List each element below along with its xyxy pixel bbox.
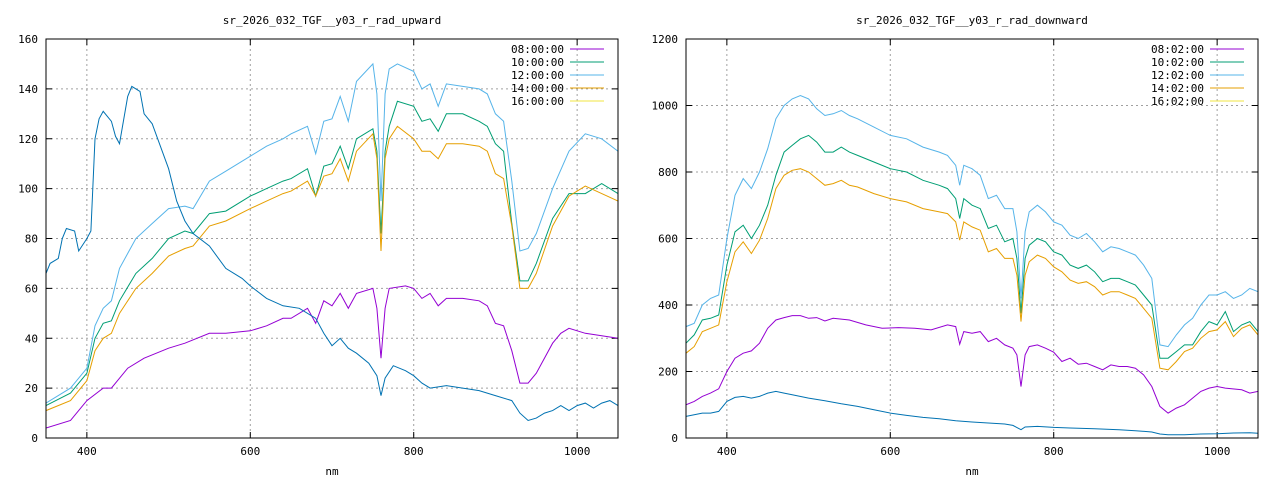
chart-svg-upward: sr_2026_032_TGF__y03_r_rad_upward 0 20 40 60… <box>18 14 619 478</box>
y-tick-label: 1000 <box>652 100 679 113</box>
legend-label: 16:02:00 <box>1151 95 1204 108</box>
x-tick-label: 800 <box>1044 445 1064 458</box>
legend-label: 08:02:00 <box>1151 43 1204 56</box>
legend-label: 10:02:00 <box>1151 56 1204 69</box>
legend-label: 14:00:00 <box>511 82 564 95</box>
plot-frame <box>685 38 1259 439</box>
chart-panel-upward: sr_2026_032_TGF__y03_r_rad_upward 0 20 40 60… <box>18 14 619 478</box>
x-axis-label: nm <box>325 465 339 478</box>
x-tick-label: 1000 <box>1204 445 1231 458</box>
legend-label: 16:00:00 <box>511 95 564 108</box>
series-group <box>46 62 618 429</box>
series-group <box>686 94 1258 436</box>
series-line-2 <box>46 62 618 404</box>
series-line-2 <box>686 94 1258 348</box>
y-tick-label: 140 <box>18 83 38 96</box>
legend-label: 10:00:00 <box>511 56 564 69</box>
x-tick-label: 600 <box>240 445 260 458</box>
y-tick-label: 60 <box>25 282 38 295</box>
y-tick-label: 20 <box>25 382 38 395</box>
y-tick-label: 0 <box>671 432 678 445</box>
series-line-1 <box>686 134 1258 359</box>
x-tick-label: 1000 <box>564 445 591 458</box>
x-tick-label: 400 <box>77 445 97 458</box>
y-tick-label: 80 <box>25 233 38 246</box>
y-tick-label: 400 <box>658 299 678 312</box>
y-tick-label: 1200 <box>652 33 679 46</box>
series-line-5 <box>46 85 618 422</box>
legend-label: 08:00:00 <box>511 43 564 56</box>
chart-title: sr_2026_032_TGF__y03_r_rad_upward <box>223 14 442 27</box>
y-tick-label: 40 <box>25 332 38 345</box>
y-tick-label: 120 <box>18 133 38 146</box>
legend-label: 12:00:00 <box>511 69 564 82</box>
y-tick-label: 600 <box>658 233 678 246</box>
x-tick-label: 600 <box>880 445 900 458</box>
series-line-3 <box>686 168 1258 371</box>
series-line-0 <box>46 285 618 429</box>
series-line-0 <box>686 315 1258 414</box>
chart-title: sr_2026_032_TGF__y03_r_rad_downward <box>856 14 1088 27</box>
y-tick-label: 100 <box>18 183 38 196</box>
chart-panel-downward: sr_2026_032_TGF__y03_r_rad_downward 0 200 4… <box>640 0 1280 480</box>
x-axis-label: nm <box>965 465 979 478</box>
chart-svg-downward: sr_2026_032_TGF__y03_r_rad_downward 0 200 4… <box>652 14 1259 478</box>
plot-frame <box>45 38 619 439</box>
x-tick-label: 800 <box>404 445 424 458</box>
legend-label: 12:02:00 <box>1151 69 1204 82</box>
y-tick-label: 800 <box>658 166 678 179</box>
y-tick-label: 0 <box>31 432 38 445</box>
y-tick-label: 200 <box>658 366 678 379</box>
series-line-3 <box>46 125 618 412</box>
series-line-1 <box>46 100 618 407</box>
series-line-5 <box>686 390 1258 436</box>
legend-label: 14:02:00 <box>1151 82 1204 95</box>
y-tick-label: 160 <box>18 33 38 46</box>
x-tick-label: 400 <box>717 445 737 458</box>
